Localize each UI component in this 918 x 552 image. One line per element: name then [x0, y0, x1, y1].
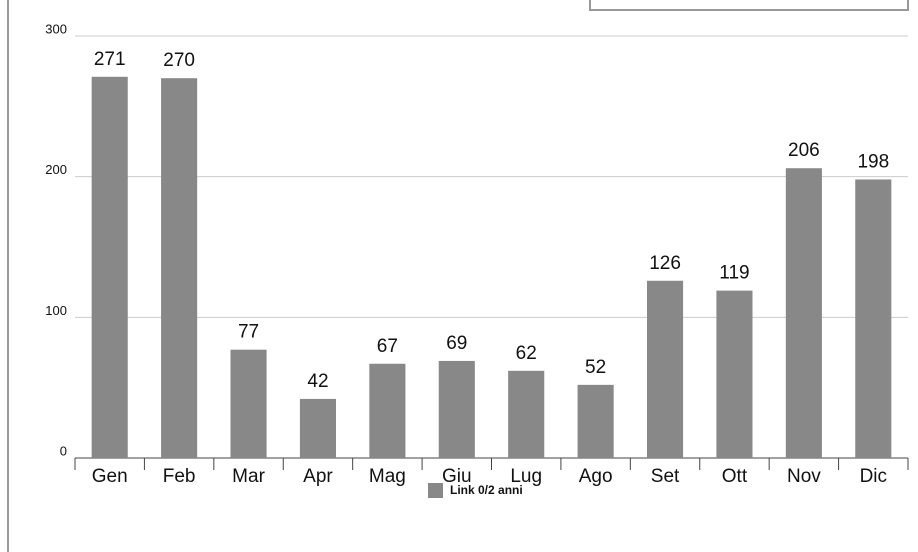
bar — [438, 360, 475, 458]
x-tick-label: Ott — [722, 466, 748, 487]
data-label: 126 — [649, 253, 681, 274]
x-tick-label: Apr — [303, 466, 333, 487]
data-label: 119 — [719, 263, 749, 284]
y-tick-label: 0 — [60, 443, 67, 458]
bar — [161, 78, 198, 458]
data-label: 42 — [307, 371, 328, 392]
bar — [230, 349, 267, 458]
data-label: 206 — [788, 140, 820, 161]
y-tick-label: 100 — [45, 303, 67, 318]
frame-box — [589, 0, 909, 11]
x-tick-label: Gen — [92, 466, 128, 487]
data-label: 198 — [857, 151, 889, 172]
bar — [855, 179, 892, 459]
data-label: 52 — [585, 357, 606, 378]
bar — [369, 363, 406, 458]
bar — [508, 370, 545, 458]
x-tick-label: Mar — [232, 466, 265, 487]
x-tick-label: Lug — [510, 466, 542, 487]
bar — [91, 76, 128, 458]
data-label: 69 — [446, 333, 467, 354]
x-tick-label: Giu — [442, 466, 472, 487]
x-tick-label: Set — [651, 466, 680, 487]
y-tick-label: 200 — [45, 162, 67, 177]
data-label: 77 — [238, 322, 259, 343]
bar — [299, 398, 337, 458]
x-tick-label: Feb — [163, 466, 196, 487]
bar — [646, 280, 684, 458]
bar — [785, 168, 822, 458]
x-tick-label: Mag — [369, 466, 406, 487]
y-tick-label: 300 — [45, 21, 67, 36]
bar — [716, 290, 753, 458]
x-tick-label: Dic — [860, 466, 887, 487]
data-label: 271 — [94, 49, 126, 70]
data-label: 62 — [516, 343, 537, 364]
x-tick-label: Nov — [787, 466, 821, 487]
bar — [577, 384, 614, 458]
x-tick-label: Ago — [579, 466, 613, 487]
data-label: 270 — [163, 50, 195, 71]
data-label: 67 — [377, 336, 398, 357]
legend-label: Link 0/2 anni — [450, 483, 523, 497]
legend-swatch — [428, 483, 443, 498]
